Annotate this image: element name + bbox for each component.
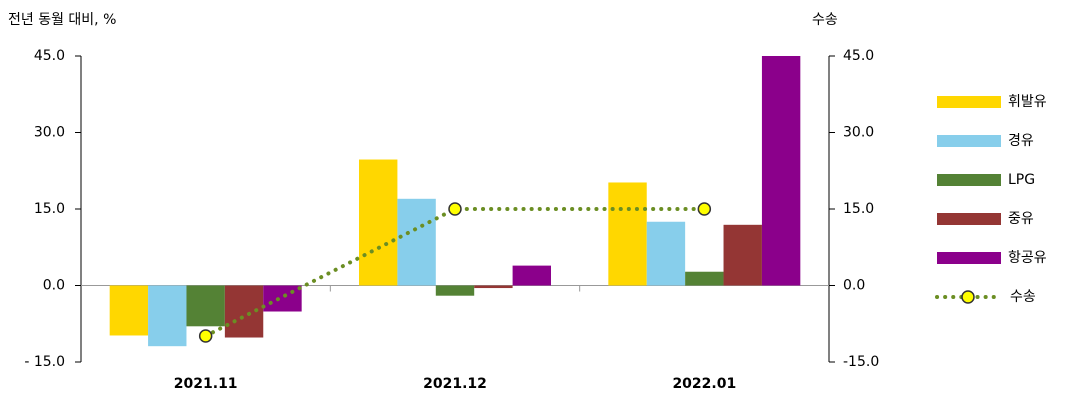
legend-swatch: [937, 96, 1001, 108]
bar: [685, 271, 724, 286]
line-marker: [448, 202, 462, 216]
bar: [397, 198, 436, 286]
y2-axis-title: 수송: [812, 12, 838, 28]
legend-label: LPG: [1008, 172, 1035, 188]
y-tick-label: - 15.0: [24, 354, 65, 370]
x-tick-label: 2021.11: [174, 376, 238, 392]
legend-label: 경유: [1008, 133, 1034, 149]
y-axis-title: 전년 동월 대비, %: [8, 12, 116, 28]
bar: [109, 285, 149, 336]
y2-tick-label: -15.0: [843, 354, 879, 370]
legend-marker: [961, 290, 975, 304]
bar: [474, 285, 513, 289]
y2-tick-label: 45.0: [843, 48, 874, 64]
legend-label: 수송: [1010, 289, 1036, 305]
legend-swatch: [937, 213, 1001, 225]
legend-label: 항공유: [1008, 250, 1047, 266]
y-tick-label: 15.0: [34, 201, 65, 217]
legend-swatch: [937, 174, 1001, 186]
bar: [646, 221, 686, 286]
y-tick-label: 45.0: [34, 48, 65, 64]
bar: [359, 159, 398, 286]
bar: [263, 285, 302, 312]
bar: [761, 56, 801, 286]
legend-label: 휘발유: [1008, 94, 1047, 110]
x-tick-label: 2021.12: [423, 376, 487, 392]
y-tick-label: 0.0: [43, 278, 65, 294]
y2-tick-label: 15.0: [843, 201, 874, 217]
bar: [512, 265, 551, 286]
y-tick-label: 30.0: [34, 125, 65, 141]
line: [203, 207, 707, 338]
legend-swatch: [937, 252, 1001, 264]
legend-swatch: [937, 135, 1001, 147]
y2-tick-label: 30.0: [843, 125, 874, 141]
bar: [435, 285, 475, 296]
y2-tick-label: 0.0: [843, 278, 865, 294]
x-tick-label: 2022.01: [672, 376, 736, 392]
bar: [608, 182, 647, 286]
line-marker: [697, 202, 712, 216]
bar: [148, 285, 187, 347]
bar: [186, 285, 225, 327]
bar: [723, 224, 762, 286]
legend-label: 중유: [1008, 211, 1034, 227]
line-marker: [198, 329, 213, 343]
